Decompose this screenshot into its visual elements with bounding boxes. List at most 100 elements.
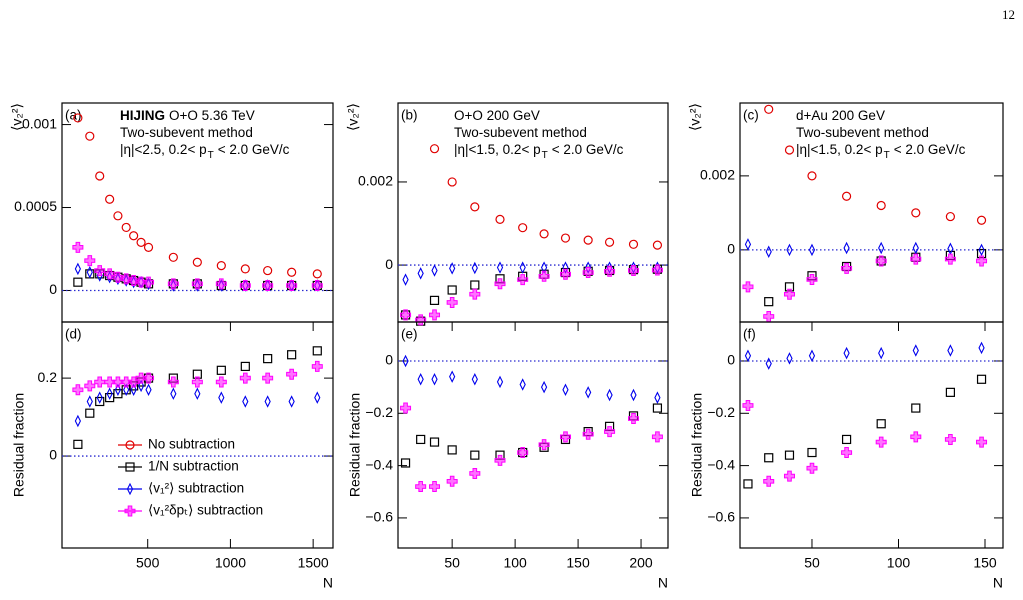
panel-frame <box>739 321 1004 549</box>
marker-diamond <box>106 387 113 400</box>
marker-diamond <box>496 261 504 274</box>
marker-circle <box>841 191 852 201</box>
marker-cross <box>517 447 529 459</box>
annotation-part: < 2.0 GeV/c <box>894 142 966 157</box>
x-tick-label: 100 <box>887 555 911 571</box>
marker-diamond <box>86 265 93 279</box>
legend-label: 1/N subtraction <box>148 459 239 474</box>
panel-label: (f) <box>743 327 756 342</box>
marker-cross <box>135 276 147 288</box>
marker-circle <box>136 237 146 247</box>
marker-cross <box>446 475 458 487</box>
marker-square <box>95 396 105 407</box>
marker-diamond <box>843 241 850 255</box>
marker-cross <box>128 275 140 287</box>
annotation-part: d+Au 200 GeV <box>796 108 885 123</box>
marker-circle <box>628 239 639 249</box>
marker-circle <box>312 269 322 279</box>
marker-cross <box>72 384 84 396</box>
legend-label: ⟨v₁²δpₜ⟩ subtraction <box>148 503 263 518</box>
marker-cross <box>742 281 754 293</box>
marker-cross <box>191 376 203 388</box>
x-tick-label: 500 <box>136 555 160 571</box>
marker-cross <box>446 296 458 308</box>
annotation-part: |η|<1.5, 0.2< p <box>454 142 541 157</box>
annotation-part: T <box>884 150 890 161</box>
annotation: Two-subevent method <box>796 125 929 140</box>
marker-cross <box>143 372 155 384</box>
marker-cross <box>311 360 323 372</box>
y-tick-label: 0 <box>727 352 735 368</box>
marker-circle <box>429 144 440 154</box>
y-tick-label: −0.4 <box>707 456 735 472</box>
annotation: d+Au 200 GeV <box>796 108 885 123</box>
marker-cross <box>783 288 795 300</box>
marker-cross <box>94 376 106 388</box>
marker-square <box>429 295 440 305</box>
marker-cross <box>910 253 922 265</box>
marker-diamond <box>519 261 526 274</box>
y-tick-label: 0.002 <box>358 173 393 189</box>
marker-cross <box>143 276 155 288</box>
annotation: Two-subevent method <box>454 125 587 140</box>
marker-diamond <box>540 380 548 394</box>
marker-circle <box>447 177 457 187</box>
marker-square <box>416 434 426 445</box>
marker-circle <box>784 145 795 155</box>
marker-cross <box>469 467 481 479</box>
y-tick-label: −0.2 <box>365 404 393 420</box>
marker-cross <box>72 241 84 253</box>
marker-diamond <box>74 262 81 276</box>
x-axis-label: N <box>993 575 1003 591</box>
y-tick-label: 0 <box>385 352 393 368</box>
annotation: O+O 200 GeV <box>454 108 540 123</box>
marker-circle <box>129 231 139 241</box>
marker-diamond <box>978 341 985 355</box>
marker-cross <box>806 462 818 474</box>
marker-circle <box>143 242 154 252</box>
y-axis-label: ⟨v₂²⟩ <box>9 103 25 131</box>
annotation-part: |η|<2.5, 0.2< p <box>120 142 207 157</box>
marker-circle <box>945 211 956 222</box>
marker-cross <box>262 372 274 384</box>
marker-diamond <box>912 344 919 357</box>
marker-diamond <box>96 391 103 404</box>
marker-square <box>429 437 440 447</box>
marker-cross <box>783 470 795 482</box>
marker-cross <box>651 431 663 443</box>
marker-diamond <box>86 395 93 408</box>
marker-cross <box>538 270 550 282</box>
y-tick-label: 0.001 <box>22 115 57 131</box>
marker-diamond <box>765 357 772 370</box>
annotation-part: Two-subevent method <box>796 125 929 140</box>
x-tick-label: 50 <box>444 555 460 571</box>
marker-cross <box>494 454 506 466</box>
panel-label: (b) <box>401 108 418 123</box>
marker-cross <box>262 280 274 291</box>
marker-cross <box>112 271 124 283</box>
page-number: 12 <box>1002 7 1015 22</box>
marker-square <box>447 285 457 295</box>
panel-frame <box>61 321 334 549</box>
marker-circle <box>125 440 135 450</box>
marker-cross <box>191 278 203 290</box>
marker-circle <box>911 208 921 218</box>
y-tick-label: 0.0005 <box>14 198 57 214</box>
annotation-part: O+O 200 GeV <box>454 108 540 123</box>
marker-diamond <box>654 391 661 404</box>
marker-diamond <box>808 349 816 362</box>
marker-cross <box>742 399 754 411</box>
marker-diamond <box>630 388 637 402</box>
marker-cross <box>627 264 639 276</box>
y-tick-label: 0 <box>49 281 57 297</box>
legend-label: No subtraction <box>148 437 235 452</box>
marker-cross <box>415 314 427 326</box>
marker-cross <box>763 310 775 322</box>
marker-circle <box>168 252 178 262</box>
x-tick-label: 150 <box>566 555 590 571</box>
x-tick-label: 100 <box>503 555 527 571</box>
marker-cross <box>84 255 96 267</box>
marker-diamond <box>417 373 424 386</box>
marker-cross <box>400 402 412 414</box>
y-tick-label: −0.6 <box>365 509 393 525</box>
